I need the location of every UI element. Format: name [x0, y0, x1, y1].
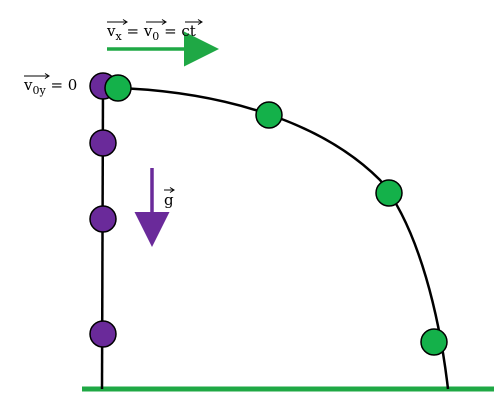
initial-vertical-velocity-label: v0y = 0	[23, 73, 77, 97]
green-ball-4	[420, 328, 448, 356]
svg-text:g: g	[164, 191, 174, 209]
green-ball-2	[255, 101, 283, 129]
purple-ball-3	[89, 205, 117, 233]
svg-text:v0y = 0: v0y = 0	[23, 76, 77, 97]
green-ball-3	[375, 179, 403, 207]
gravity-label: g	[164, 187, 175, 209]
purple-ball-4	[89, 320, 117, 348]
green-ball-1	[104, 74, 132, 102]
svg-text:vx = v0 = ct: vx = v0 = ct	[106, 22, 196, 43]
parabolic-trajectory	[117, 86, 450, 390]
velocity-x-label: vx = v0 = ct	[106, 19, 203, 43]
purple-ball-2	[89, 129, 117, 157]
